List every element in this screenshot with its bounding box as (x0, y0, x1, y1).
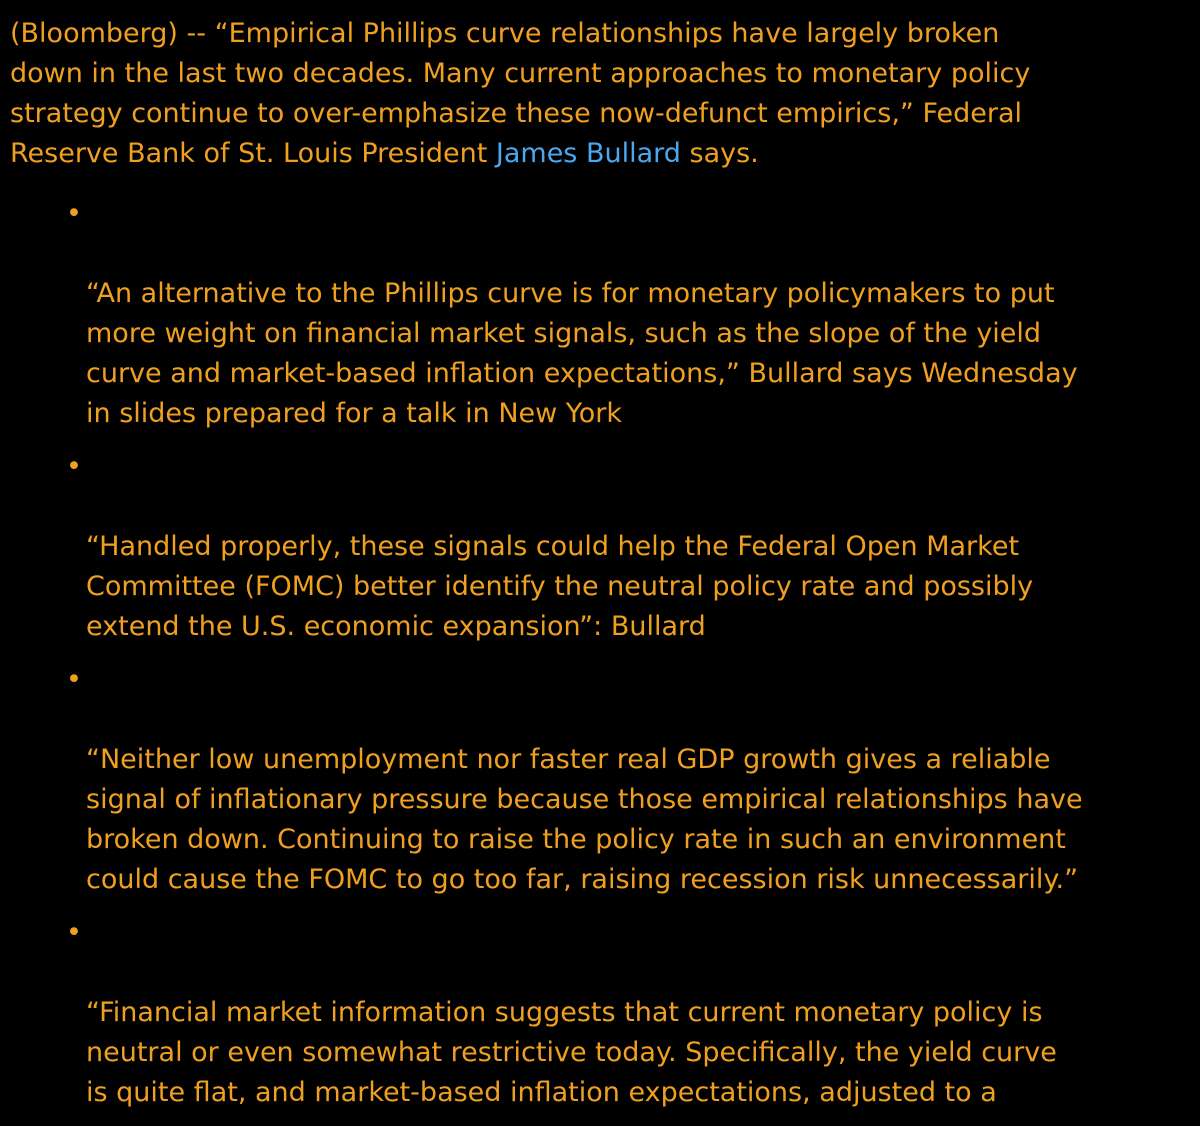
quote-text: “Neither low unemployment nor faster rea… (86, 744, 1083, 895)
list-item: • “An alternative to the Phillips curve … (10, 194, 1190, 434)
news-article: (Bloomberg) -- “Empirical Phillips curve… (10, 14, 1190, 1126)
bullet-icon: • (66, 917, 82, 948)
bullet-icon: • (66, 198, 82, 229)
quote-text: “Financial market information suggests t… (86, 997, 1057, 1108)
bullet-icon: • (66, 451, 82, 482)
lead-paragraph: (Bloomberg) -- “Empirical Phillips curve… (10, 14, 1190, 174)
quote-text: “Handled properly, these signals could h… (86, 531, 1034, 642)
lead-text: (Bloomberg) -- “Empirical Phillips curve… (10, 18, 1031, 169)
list-item: • “Handled properly, these signals could… (10, 447, 1190, 647)
lead-text-end: says. (680, 138, 759, 169)
person-link-james-bullard[interactable]: James Bullard (495, 138, 681, 169)
quote-text: “An alternative to the Phillips curve is… (86, 278, 1078, 429)
list-item: • “Financial market information suggests… (10, 913, 1190, 1113)
list-item: • “Neither low unemployment nor faster r… (10, 660, 1190, 900)
bullet-icon: • (66, 664, 82, 695)
quote-list: • “An alternative to the Phillips curve … (10, 194, 1190, 1113)
